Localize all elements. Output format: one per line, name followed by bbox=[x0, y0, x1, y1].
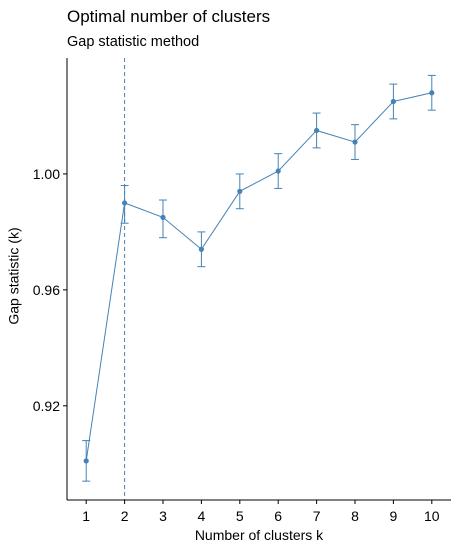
x-axis-label: Number of clusters k bbox=[194, 527, 324, 543]
y-tick-label: 0.92 bbox=[33, 398, 60, 414]
data-point-1 bbox=[83, 458, 89, 464]
chart-subtitle: Gap statistic method bbox=[67, 34, 200, 50]
x-tick-label: 8 bbox=[351, 508, 359, 524]
data-point-3 bbox=[160, 214, 166, 221]
data-point-9 bbox=[390, 98, 396, 105]
data-point-5 bbox=[237, 188, 243, 194]
y-tick-label: 0.96 bbox=[33, 282, 60, 298]
y-tick-label: 1.00 bbox=[33, 166, 60, 182]
x-tick-label: 2 bbox=[121, 508, 129, 524]
data-point-2 bbox=[122, 200, 128, 206]
x-tick-label: 10 bbox=[424, 508, 440, 524]
x-tick-label: 1 bbox=[82, 508, 90, 524]
x-tick-label: 6 bbox=[274, 508, 282, 524]
x-tick-label: 4 bbox=[198, 508, 206, 524]
x-tick-label: 3 bbox=[159, 508, 167, 524]
x-tick-label: 5 bbox=[236, 508, 244, 524]
data-point-8 bbox=[352, 139, 358, 145]
data-point-10 bbox=[429, 90, 435, 96]
gap-series-line bbox=[85, 92, 432, 461]
data-point-6 bbox=[275, 168, 281, 174]
data-point-7 bbox=[314, 127, 320, 134]
x-tick-label: 7 bbox=[313, 508, 321, 524]
chart-title: Optimal number of clusters bbox=[67, 7, 271, 26]
data-point-4 bbox=[198, 246, 204, 252]
x-tick-label: 9 bbox=[390, 508, 398, 524]
